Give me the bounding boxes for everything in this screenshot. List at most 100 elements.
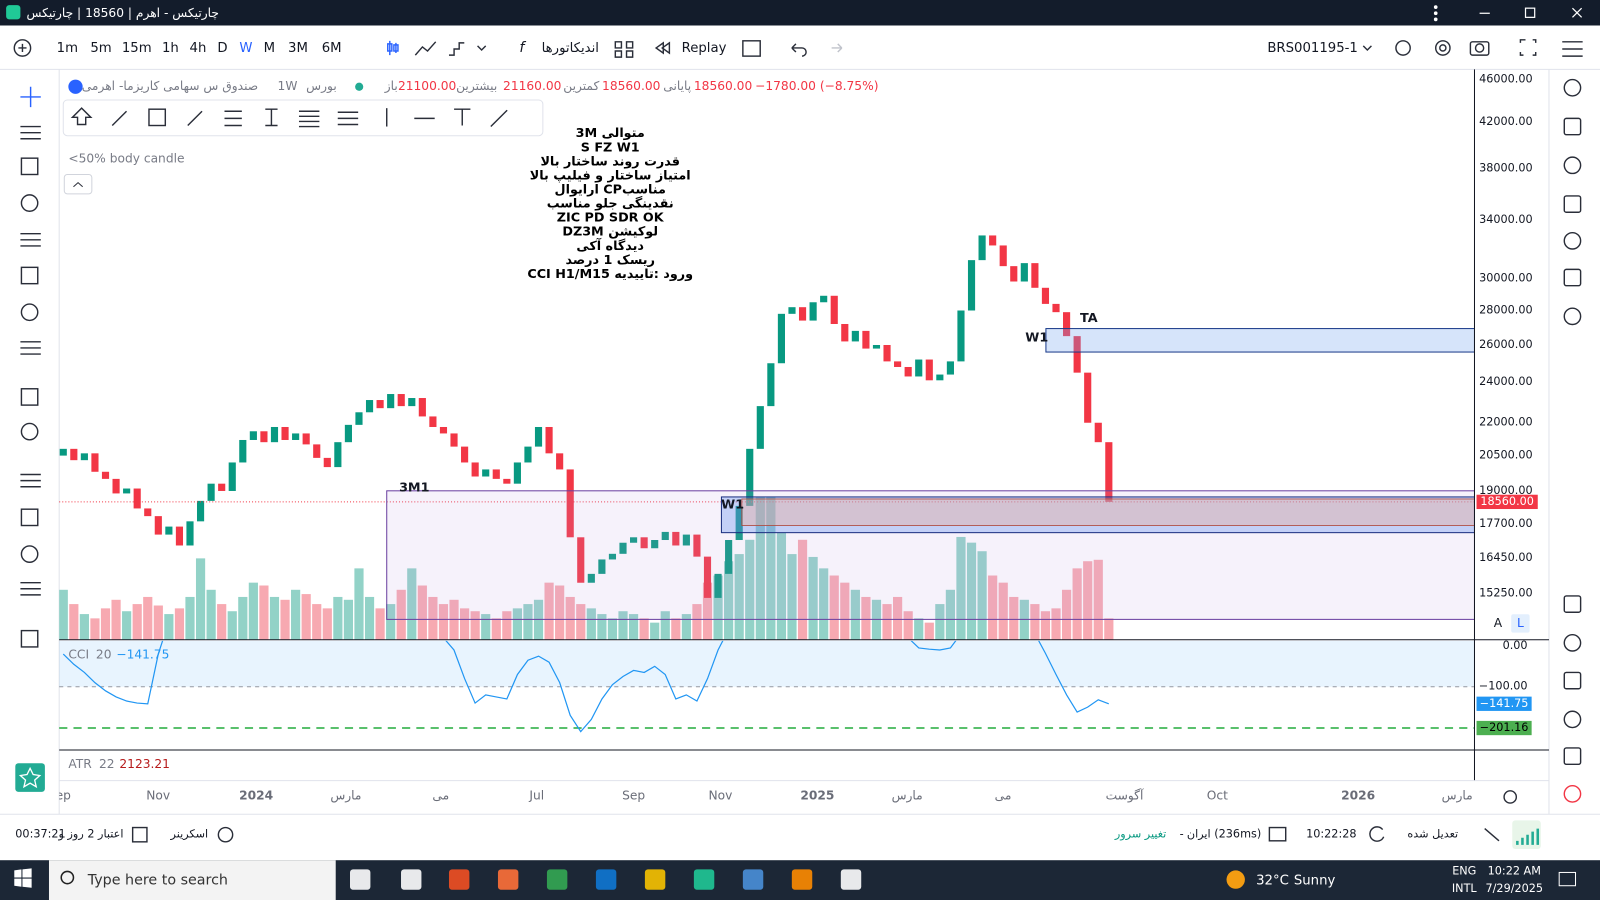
app-icon[interactable] bbox=[401, 869, 422, 890]
drawing-tools[interactable] bbox=[70, 107, 508, 128]
sidebar-icon[interactable] bbox=[1563, 156, 1582, 175]
volume-bar bbox=[248, 582, 258, 640]
notifications[interactable] bbox=[1558, 871, 1577, 887]
sidebar-icon[interactable] bbox=[1563, 671, 1582, 690]
sidebar-icon[interactable] bbox=[1563, 595, 1582, 613]
tool-icon[interactable] bbox=[20, 581, 41, 596]
menu-icon[interactable] bbox=[1562, 41, 1583, 57]
server-change[interactable]: تغییر سرور bbox=[1114, 828, 1167, 841]
sidebar-icon[interactable] bbox=[1563, 710, 1582, 729]
tool-icon[interactable] bbox=[20, 388, 39, 406]
favorite-button[interactable] bbox=[15, 763, 45, 792]
app-icon[interactable] bbox=[693, 869, 715, 890]
candle-body bbox=[133, 488, 141, 509]
tool-icon[interactable] bbox=[20, 157, 39, 176]
candle-body bbox=[608, 553, 617, 560]
candle-body bbox=[566, 469, 574, 538]
sidebar-icon[interactable] bbox=[1563, 747, 1582, 765]
scale-button-label[interactable]: L bbox=[1517, 616, 1524, 630]
scale-button[interactable] bbox=[1511, 614, 1530, 633]
market-status bbox=[355, 82, 364, 91]
tool-icon[interactable] bbox=[20, 303, 39, 322]
candle-body bbox=[323, 457, 331, 468]
sidebar-icon[interactable] bbox=[1563, 307, 1582, 326]
tool-icon[interactable] bbox=[20, 629, 39, 648]
tool-icon[interactable] bbox=[20, 194, 39, 212]
window-controls[interactable] bbox=[1433, 5, 1583, 22]
sidebar-icon[interactable] bbox=[1563, 117, 1582, 136]
crosshair-icon[interactable] bbox=[20, 86, 41, 108]
right-toolbar[interactable] bbox=[1562, 41, 1583, 841]
search-placeholder[interactable]: Type here to search bbox=[87, 873, 228, 889]
tool-icon[interactable] bbox=[20, 473, 41, 488]
taskbar-date[interactable]: 7/29/2025 bbox=[1486, 882, 1544, 895]
timeframe-button[interactable]: D bbox=[217, 41, 227, 56]
sidebar-icon[interactable] bbox=[1563, 231, 1582, 250]
volume-bar bbox=[586, 608, 596, 640]
y-tick-label: 24000.00 bbox=[1479, 375, 1533, 388]
keyboard-layout[interactable]: INTL bbox=[1452, 882, 1478, 895]
screener[interactable]: اسکرینر bbox=[170, 828, 209, 841]
timeframe-button[interactable]: 1m bbox=[57, 41, 78, 56]
timeframe-button[interactable]: 15m bbox=[122, 41, 152, 56]
timeframe-button[interactable]: M bbox=[264, 41, 275, 56]
tool-icon[interactable] bbox=[20, 232, 41, 247]
adjusted[interactable]: تعدیل شده bbox=[1407, 828, 1458, 841]
app-icon[interactable] bbox=[791, 869, 813, 890]
tool-icon[interactable] bbox=[20, 125, 41, 140]
candle-body bbox=[915, 359, 923, 377]
left-toolbar[interactable] bbox=[20, 86, 41, 648]
cci-name: CCI bbox=[68, 648, 89, 662]
volume-bar bbox=[100, 608, 111, 640]
toolbar-icons[interactable] bbox=[13, 39, 1537, 58]
timeframe-button[interactable]: 6M bbox=[322, 41, 342, 56]
tool-icon[interactable] bbox=[20, 545, 39, 563]
tool-icon[interactable] bbox=[20, 341, 41, 355]
candle-body bbox=[281, 426, 289, 440]
sidebar-icon[interactable] bbox=[1563, 268, 1582, 287]
timeframe-button[interactable]: 3M bbox=[288, 41, 308, 56]
timezone-icon[interactable] bbox=[1503, 790, 1518, 804]
tool-icon[interactable] bbox=[20, 508, 39, 527]
x-tick-label: مارس bbox=[892, 788, 923, 803]
ohlc-label: پایانی bbox=[663, 79, 691, 93]
sidebar-icon[interactable] bbox=[1563, 78, 1582, 97]
fx-icon[interactable]: f bbox=[519, 40, 526, 56]
volume-bar bbox=[512, 608, 522, 640]
volume-bar bbox=[1083, 561, 1093, 640]
app-icon[interactable] bbox=[595, 869, 617, 890]
tool-icon[interactable] bbox=[20, 422, 39, 441]
app-icon[interactable] bbox=[546, 869, 568, 890]
timeframe-button[interactable]: 1h bbox=[162, 41, 179, 56]
replay-button[interactable]: Replay bbox=[682, 41, 727, 56]
volume-bar bbox=[396, 589, 406, 640]
collapse-button[interactable] bbox=[63, 173, 93, 195]
start-button[interactable] bbox=[14, 868, 32, 888]
search-box[interactable] bbox=[48, 860, 336, 900]
sidebar-icon[interactable] bbox=[1563, 195, 1582, 213]
sidebar-icon[interactable] bbox=[1563, 785, 1582, 803]
app-icon[interactable] bbox=[742, 869, 764, 890]
app-icon[interactable] bbox=[497, 869, 519, 890]
taskbar-time[interactable]: 10:22 AM bbox=[1488, 864, 1541, 877]
language[interactable]: ENG bbox=[1452, 864, 1476, 877]
timeframe-button[interactable]: W bbox=[239, 41, 252, 56]
app-icon[interactable] bbox=[350, 869, 371, 890]
taskbar-apps[interactable] bbox=[350, 869, 862, 890]
app-icon[interactable] bbox=[840, 869, 862, 890]
indicators-button[interactable]: اندیکاتورها bbox=[542, 41, 599, 56]
app-icon[interactable] bbox=[448, 869, 470, 890]
sidebar-icon[interactable] bbox=[1563, 633, 1582, 652]
candle-body bbox=[936, 374, 944, 381]
status-icons[interactable] bbox=[131, 826, 1500, 843]
scale-button[interactable] bbox=[1488, 614, 1508, 633]
tool-icon[interactable] bbox=[20, 266, 39, 285]
symbol-search[interactable]: BRS001195-1 bbox=[1267, 41, 1358, 56]
timeframe-button[interactable]: 5m bbox=[90, 41, 111, 56]
scale-button-label[interactable]: A bbox=[1494, 616, 1503, 630]
candle-body bbox=[429, 416, 437, 427]
app-icon[interactable] bbox=[644, 869, 666, 890]
timeframe-button[interactable]: 4h bbox=[190, 41, 207, 56]
candle-body bbox=[186, 521, 194, 546]
volume-bar bbox=[544, 582, 554, 640]
